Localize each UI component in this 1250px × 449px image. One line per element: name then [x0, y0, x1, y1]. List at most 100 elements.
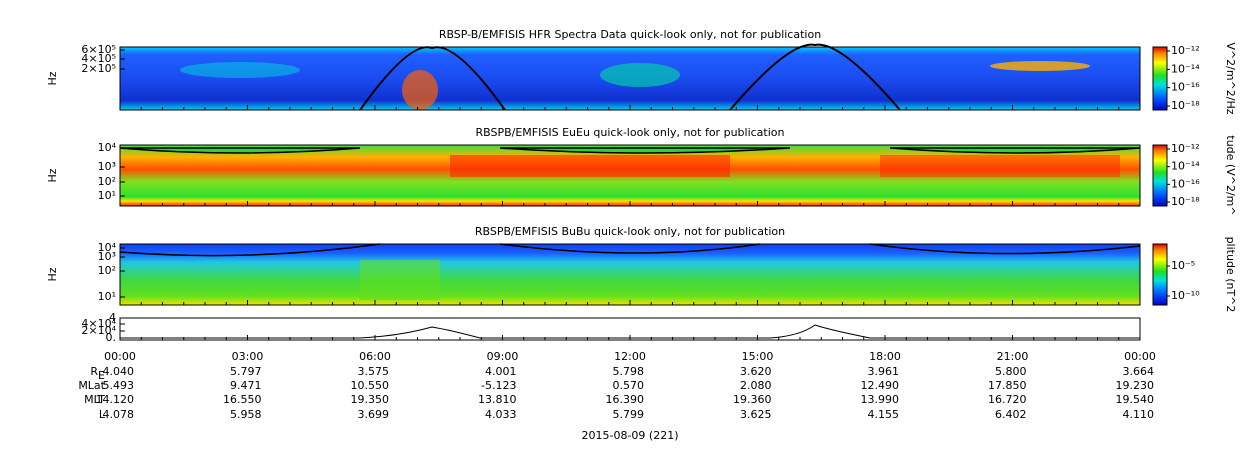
y-tick-label: 0. [106, 331, 117, 344]
ephemeris-value: 5.493 [103, 379, 135, 392]
x-tick-label: 18:00 [869, 350, 901, 363]
ephemeris-value: 3.961 [868, 365, 900, 378]
ephemeris-value: 4.155 [868, 408, 900, 421]
ephemeris-value: 5.797 [230, 365, 262, 378]
colorbar-label: plitude (nT^2 [1224, 237, 1237, 313]
gyro-line [119, 147, 1141, 154]
y-tick-label: 2×10⁵ [81, 62, 116, 75]
y-tick-label: 4×10⁵ [81, 52, 116, 65]
y-tick-label: 10² [98, 264, 116, 277]
panel-title: RBSP-B/EMFISIS HFR Spectra Data quick-lo… [439, 28, 821, 41]
ephemeris-value: 19.230 [1116, 379, 1155, 392]
y-axis-label: Hz [46, 267, 59, 281]
ephemeris-value: 6.402 [995, 408, 1027, 421]
y-tick-label: 10⁴ [98, 241, 117, 254]
spectrogram-feature [180, 62, 300, 78]
ephemeris-value: 0.570 [613, 379, 645, 392]
x-tick-label: 12:00 [614, 350, 646, 363]
colorbar-tick-label: 10⁻¹⁸ [1171, 99, 1200, 112]
y-tick-label: 10¹ [98, 189, 116, 202]
gyro-line [119, 243, 1141, 257]
ephemeris-value: 16.550 [223, 393, 262, 406]
panel-title: RBSPB/EMFISIS BuBu quick-look only, not … [475, 225, 785, 238]
y-tick-label: 4×10⁴ [81, 317, 116, 330]
spectrogram-feature [880, 155, 1120, 177]
ephemeris-value: 4.110 [1123, 408, 1155, 421]
ephemeris-value: 4.040 [103, 365, 135, 378]
x-tick-label: 03:00 [232, 350, 264, 363]
colorbar-tick-label: 10⁻¹⁶ [1171, 177, 1200, 190]
ephemeris-value: 16.390 [606, 393, 645, 406]
x-tick-label: 15:00 [742, 350, 774, 363]
spectrogram-feature [990, 61, 1090, 71]
ephemeris-value: 4.001 [485, 365, 517, 378]
colorbar-label: tude (V^2/m^ [1224, 135, 1237, 215]
colorbar [1152, 243, 1168, 306]
ephemeris-value: 4.078 [103, 408, 135, 421]
plasma-line [359, 46, 506, 111]
ephemeris-value: 19.540 [1116, 393, 1155, 406]
colorbar [1152, 46, 1168, 111]
ephemeris-value: 5.958 [230, 408, 262, 421]
x-tick-label: 09:00 [487, 350, 519, 363]
ephemeris-label-sub: E [98, 369, 105, 382]
colorbar-label: V^2/m^2/Hz [1224, 42, 1237, 114]
ephemeris-value: 19.350 [351, 393, 390, 406]
ephemeris-value: 10.550 [351, 379, 390, 392]
spectrogram [120, 244, 1140, 305]
ephemeris-value: 3.664 [1123, 365, 1155, 378]
ephemeris-value: 3.625 [740, 408, 772, 421]
ephemeris-label: MLat [78, 379, 105, 392]
spectrogram-feature [360, 260, 440, 300]
x-tick-label: 21:00 [997, 350, 1029, 363]
y-tick-label: 10³ [98, 250, 116, 263]
ephemeris-value: -5.123 [481, 379, 516, 392]
colorbar-tick-label: 10⁻¹² [1171, 142, 1200, 155]
ephemeris-label: MLT [84, 393, 105, 406]
colorbar-tick-label: 10⁻⁵ [1171, 259, 1195, 272]
ephemeris-value: 5.800 [995, 365, 1027, 378]
colorbar-tick-label: 10⁻¹⁴ [1171, 160, 1200, 173]
colorbar-tick-label: 10⁻¹⁴ [1171, 62, 1200, 75]
spectrogram-feature [600, 63, 680, 87]
ephemeris-label: L [99, 408, 106, 421]
ephemeris-value: 9.471 [230, 379, 262, 392]
ephemeris-value: 19.360 [733, 393, 772, 406]
y-tick-label: 2×10⁴ [81, 324, 116, 337]
ephemeris-value: 17.850 [988, 379, 1027, 392]
ephemeris-value: 14.120 [96, 393, 135, 406]
ephemeris-value: 13.990 [861, 393, 900, 406]
ephemeris-value: 5.799 [613, 408, 645, 421]
panel-title: RBSPB/EMFISIS EuEu quick-look only, not … [475, 126, 784, 139]
y-tick-label: 10¹ [98, 290, 116, 303]
ephemeris-value: 3.575 [358, 365, 390, 378]
colorbar-tick-label: 10⁻¹⁸ [1171, 195, 1200, 208]
y-axis-label: Hz [46, 168, 59, 182]
spectrogram-feature [450, 155, 730, 177]
y-axis-label: Hz [46, 71, 59, 85]
ephemeris-value: 13.810 [478, 393, 517, 406]
y-tick-label: 4 [109, 311, 116, 324]
ephemeris-value: 4.033 [485, 408, 517, 421]
plasma-line [729, 43, 901, 111]
colorbar-tick-label: 10⁻¹⁰ [1171, 289, 1200, 302]
ephemeris-label: R [90, 365, 98, 378]
x-tick-label: 00:00 [1124, 350, 1156, 363]
ephemeris-value: 12.490 [861, 379, 900, 392]
colorbar-tick-label: 10⁻¹⁶ [1171, 81, 1200, 94]
ephemeris-value: 5.798 [613, 365, 645, 378]
ephemeris-value: 3.620 [740, 365, 772, 378]
y-tick-label: 10³ [98, 160, 116, 173]
y-tick-label: 10⁴ [98, 141, 117, 154]
x-tick-label: 06:00 [359, 350, 391, 363]
colorbar [1152, 144, 1168, 207]
x-tick-label: 00:00 [104, 350, 136, 363]
colorbar-tick-label: 10⁻¹² [1171, 44, 1200, 57]
density-line [120, 324, 1140, 339]
ephemeris-value: 16.720 [988, 393, 1027, 406]
spectrogram-feature [402, 70, 438, 110]
ephemeris-value: 2.080 [740, 379, 772, 392]
y-tick-label: 10² [98, 175, 116, 188]
ephemeris-value: 3.699 [358, 408, 390, 421]
